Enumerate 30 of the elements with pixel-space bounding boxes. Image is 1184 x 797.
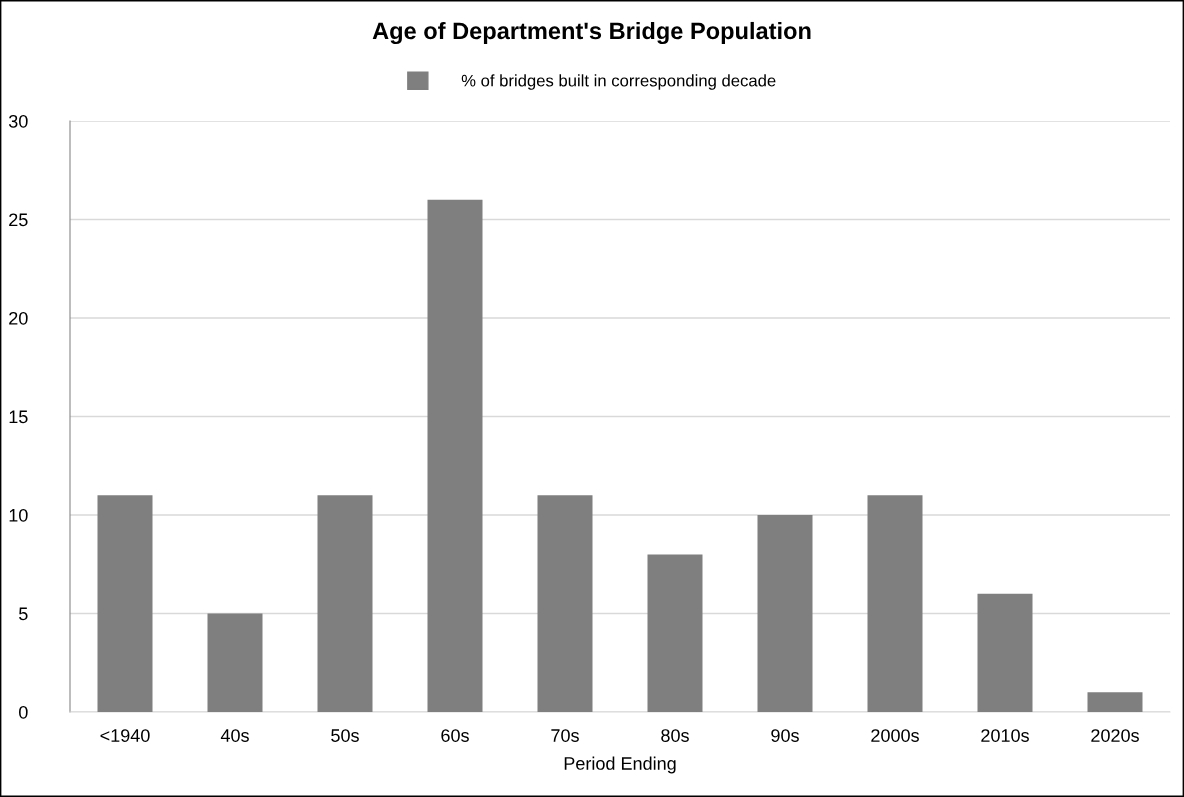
y-tick-label: 20 [9, 311, 28, 325]
x-tick-label: 2020s [1091, 729, 1139, 742]
legend-label: % of bridges built in corresponding decade [461, 74, 776, 90]
x-tick-label: 2000s [871, 729, 919, 742]
bar [537, 495, 593, 712]
y-tick-label: 15 [9, 410, 28, 424]
x-tick-label: 60s [441, 729, 469, 742]
bar [1087, 692, 1143, 712]
x-tick-label: 50s [331, 729, 359, 742]
x-tick-label: 80s [661, 729, 689, 742]
y-tick-label: 25 [9, 213, 28, 227]
bar [97, 495, 153, 712]
bar [757, 515, 813, 712]
x-tick-label: 2010s [981, 729, 1029, 742]
bar [317, 495, 373, 712]
bar [427, 199, 483, 712]
y-tick-label: 5 [19, 607, 28, 621]
bar [207, 613, 263, 712]
bar [977, 593, 1033, 712]
x-axis-title: Period Ending [564, 756, 676, 774]
y-tick-label: 30 [8, 114, 28, 128]
chart-title: Age of Department's Bridge Population [372, 21, 811, 45]
y-tick-label: 0 [19, 705, 28, 719]
y-tick-label: 10 [9, 508, 28, 522]
bar [867, 495, 923, 712]
x-tick-label: 40s [220, 729, 249, 742]
x-tick-label: 90s [771, 729, 799, 742]
x-tick-label: 70s [551, 729, 579, 742]
x-tick-label: <1940 [100, 729, 150, 742]
bar [647, 554, 703, 712]
